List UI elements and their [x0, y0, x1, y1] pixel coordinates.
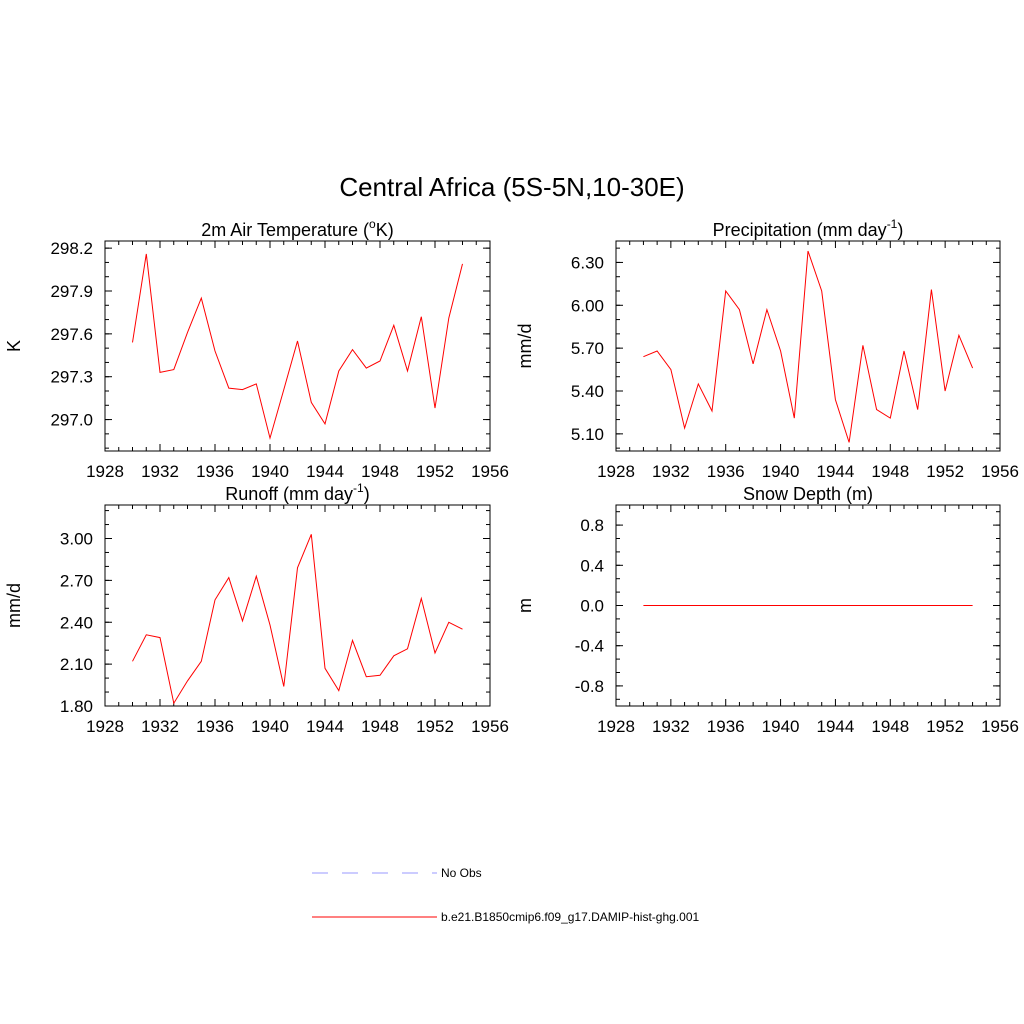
- chart-2-xtick-label: 1940: [762, 462, 800, 481]
- chart-4-title: Snow Depth (m): [743, 484, 873, 504]
- chart-1-ylabel: K: [4, 340, 24, 352]
- chart-3-ytick-label: 1.80: [60, 697, 93, 716]
- chart-2-xtick-label: 1948: [871, 462, 909, 481]
- chart-4-xtick-label: 1928: [597, 717, 635, 736]
- chart-2-xtick-label: 1944: [817, 462, 855, 481]
- chart-1-xtick-label: 1952: [416, 462, 454, 481]
- chart-4-xtick-label: 1940: [762, 717, 800, 736]
- chart-4-ytick-label: -0.8: [575, 677, 604, 696]
- chart-4-ytick-label: 0.0: [580, 597, 604, 616]
- legend: No Obs b.e21.B1850cmip6.f09_g17.DAMIP-hi…: [312, 866, 699, 924]
- chart-4: Snow Depth (m) m 1928 1932 1936 1940 1944 1948 1…: [515, 484, 1019, 736]
- chart-1-ytick-label: 297.6: [50, 325, 93, 344]
- chart-2-ytick-label: 6.00: [571, 296, 604, 315]
- chart-2-xtick-label: 1936: [707, 462, 745, 481]
- chart-2-series-line: [643, 250, 974, 443]
- chart-3: Runoff (mm day-1) mm/d 1928 1932 1936 1940 194…: [4, 481, 509, 736]
- chart-2-xtick-label: 1956: [981, 462, 1019, 481]
- chart-3-xtick-label: 1940: [251, 717, 289, 736]
- chart-2: Precipitation (mm day-1) mm/d 1928 1932 1936…: [515, 217, 1019, 481]
- figure-title: Central Africa (5S-5N,10-30E): [339, 172, 684, 202]
- chart-3-xtick-label: 1948: [361, 717, 399, 736]
- chart-2-ytick-label: 5.70: [571, 339, 604, 358]
- chart-3-ytick-label: 2.70: [60, 571, 93, 590]
- chart-3-ytick-label: 3.00: [60, 530, 93, 549]
- chart-4-ylabel: m: [515, 598, 535, 613]
- chart-1-xtick-label: 1940: [251, 462, 289, 481]
- chart-3-xtick-label: 1944: [306, 717, 344, 736]
- chart-3-series-line: [132, 534, 463, 705]
- chart-1-xtick-label: 1948: [361, 462, 399, 481]
- legend-obs-label: No Obs: [441, 866, 482, 880]
- chart-1-xtick-label: 1932: [141, 462, 179, 481]
- chart-4-xtick-label: 1956: [981, 717, 1019, 736]
- chart-2-ylabel: mm/d: [515, 324, 535, 369]
- chart-3-xtick-label: 1932: [141, 717, 179, 736]
- chart-1-xtick-label: 1936: [196, 462, 234, 481]
- chart-4-xtick-label: 1952: [926, 717, 964, 736]
- chart-1-series-line: [132, 253, 463, 441]
- chart-3-ytick-label: 2.40: [60, 613, 93, 632]
- chart-3-xtick-label: 1952: [416, 717, 454, 736]
- chart-2-frame: [615, 240, 1001, 452]
- chart-1-ytick-label: 297.0: [50, 411, 93, 430]
- chart-2-title: Precipitation (mm day-1): [713, 217, 904, 240]
- legend-model-label: b.e21.B1850cmip6.f09_g17.DAMIP-hist-ghg.…: [441, 910, 699, 924]
- chart-4-xtick-label: 1948: [871, 717, 909, 736]
- chart-4-xtick-label: 1932: [652, 717, 690, 736]
- chart-1-xtick-label: 1928: [86, 462, 124, 481]
- chart-1-ytick-label: 298.2: [50, 239, 93, 258]
- chart-3-xtick-label: 1956: [471, 717, 509, 736]
- chart-3-title: Runoff (mm day-1): [225, 481, 369, 504]
- chart-2-ytick-label: 6.30: [571, 253, 604, 272]
- chart-3-frame: [104, 504, 491, 707]
- chart-3-xtick-label: 1936: [196, 717, 234, 736]
- chart-1-xtick-label: 1956: [471, 462, 509, 481]
- chart-2-ytick-label: 5.10: [571, 425, 604, 444]
- chart-1-xtick-label: 1944: [306, 462, 344, 481]
- chart-2-ytick-label: 5.40: [571, 382, 604, 401]
- chart-1-frame: [104, 240, 491, 452]
- chart-2-xtick-label: 1932: [652, 462, 690, 481]
- chart-2-xtick-label: 1928: [597, 462, 635, 481]
- chart-3-ytick-label: 2.10: [60, 655, 93, 674]
- chart-1-title: 2m Air Temperature (oK): [201, 217, 393, 240]
- chart-1-ytick-label: 297.3: [50, 368, 93, 387]
- chart-4-xtick-label: 1944: [817, 717, 855, 736]
- chart-2-xtick-label: 1952: [926, 462, 964, 481]
- chart-3-xtick-label: 1928: [86, 717, 124, 736]
- chart-4-ytick-label: 0.4: [580, 556, 604, 575]
- chart-4-ytick-label: -0.4: [575, 637, 604, 656]
- chart-4-xtick-label: 1936: [707, 717, 745, 736]
- chart-4-ytick-label: 0.8: [580, 516, 604, 535]
- chart-3-ylabel: mm/d: [4, 583, 24, 628]
- chart-1-ytick-label: 297.9: [50, 282, 93, 301]
- chart-1: 2m Air Temperature (oK) K 1928 1932 1936 1940…: [4, 217, 509, 481]
